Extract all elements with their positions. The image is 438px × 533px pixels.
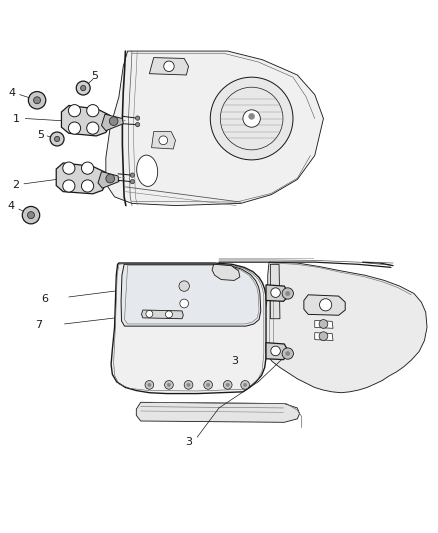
Circle shape: [226, 383, 230, 386]
Text: 5: 5: [92, 71, 99, 81]
Polygon shape: [141, 310, 184, 319]
Polygon shape: [111, 263, 266, 393]
Polygon shape: [266, 343, 288, 360]
Circle shape: [68, 104, 81, 117]
Circle shape: [34, 97, 41, 104]
Text: 4: 4: [7, 201, 14, 212]
Circle shape: [320, 298, 332, 311]
Circle shape: [148, 383, 151, 386]
Circle shape: [22, 206, 40, 224]
Circle shape: [106, 174, 115, 183]
Circle shape: [271, 346, 280, 356]
Circle shape: [54, 136, 60, 142]
Text: 3: 3: [185, 438, 192, 447]
Circle shape: [81, 180, 94, 192]
Circle shape: [145, 381, 154, 389]
Polygon shape: [270, 264, 280, 319]
Text: 6: 6: [42, 294, 49, 304]
Circle shape: [166, 311, 173, 318]
Circle shape: [286, 292, 290, 296]
Circle shape: [223, 381, 232, 389]
Circle shape: [319, 332, 328, 341]
Circle shape: [165, 381, 173, 389]
Polygon shape: [315, 320, 333, 328]
Circle shape: [81, 162, 94, 174]
Polygon shape: [121, 264, 261, 326]
Text: 7: 7: [35, 320, 42, 330]
Circle shape: [68, 122, 81, 134]
Text: 3: 3: [231, 357, 238, 366]
Ellipse shape: [137, 155, 158, 187]
Circle shape: [110, 117, 118, 125]
Circle shape: [164, 61, 174, 71]
Polygon shape: [98, 172, 119, 188]
Circle shape: [130, 173, 134, 177]
Circle shape: [146, 310, 153, 318]
Circle shape: [76, 81, 90, 95]
Text: 2: 2: [12, 180, 19, 190]
Polygon shape: [106, 51, 323, 206]
Circle shape: [187, 383, 190, 386]
Circle shape: [28, 212, 35, 219]
Circle shape: [28, 92, 46, 109]
Polygon shape: [261, 262, 427, 393]
Circle shape: [249, 114, 254, 119]
Circle shape: [180, 299, 188, 308]
Circle shape: [63, 162, 75, 174]
Circle shape: [81, 85, 86, 91]
Polygon shape: [152, 132, 176, 149]
Polygon shape: [102, 114, 123, 131]
Circle shape: [63, 180, 75, 192]
Circle shape: [184, 381, 193, 389]
Circle shape: [241, 381, 250, 389]
Circle shape: [271, 288, 280, 297]
Polygon shape: [212, 264, 240, 280]
Polygon shape: [304, 295, 345, 315]
Circle shape: [179, 281, 189, 292]
Circle shape: [159, 136, 168, 144]
Polygon shape: [149, 58, 188, 75]
Circle shape: [210, 77, 293, 160]
Circle shape: [244, 383, 247, 386]
Text: 1: 1: [13, 114, 20, 124]
Circle shape: [319, 320, 328, 328]
Polygon shape: [136, 402, 300, 422]
Circle shape: [50, 132, 64, 146]
Circle shape: [167, 383, 171, 386]
Circle shape: [87, 122, 99, 134]
Circle shape: [204, 381, 212, 389]
Circle shape: [135, 123, 140, 127]
Circle shape: [87, 104, 99, 117]
Circle shape: [282, 348, 293, 359]
Text: 4: 4: [9, 88, 16, 98]
Circle shape: [206, 383, 210, 386]
Circle shape: [243, 110, 260, 127]
Circle shape: [282, 288, 293, 299]
Circle shape: [286, 351, 290, 356]
Polygon shape: [266, 285, 288, 301]
Circle shape: [135, 116, 140, 120]
Text: 5: 5: [37, 130, 44, 140]
Polygon shape: [315, 333, 333, 341]
Polygon shape: [61, 106, 110, 136]
Polygon shape: [56, 163, 107, 194]
Circle shape: [130, 180, 134, 184]
